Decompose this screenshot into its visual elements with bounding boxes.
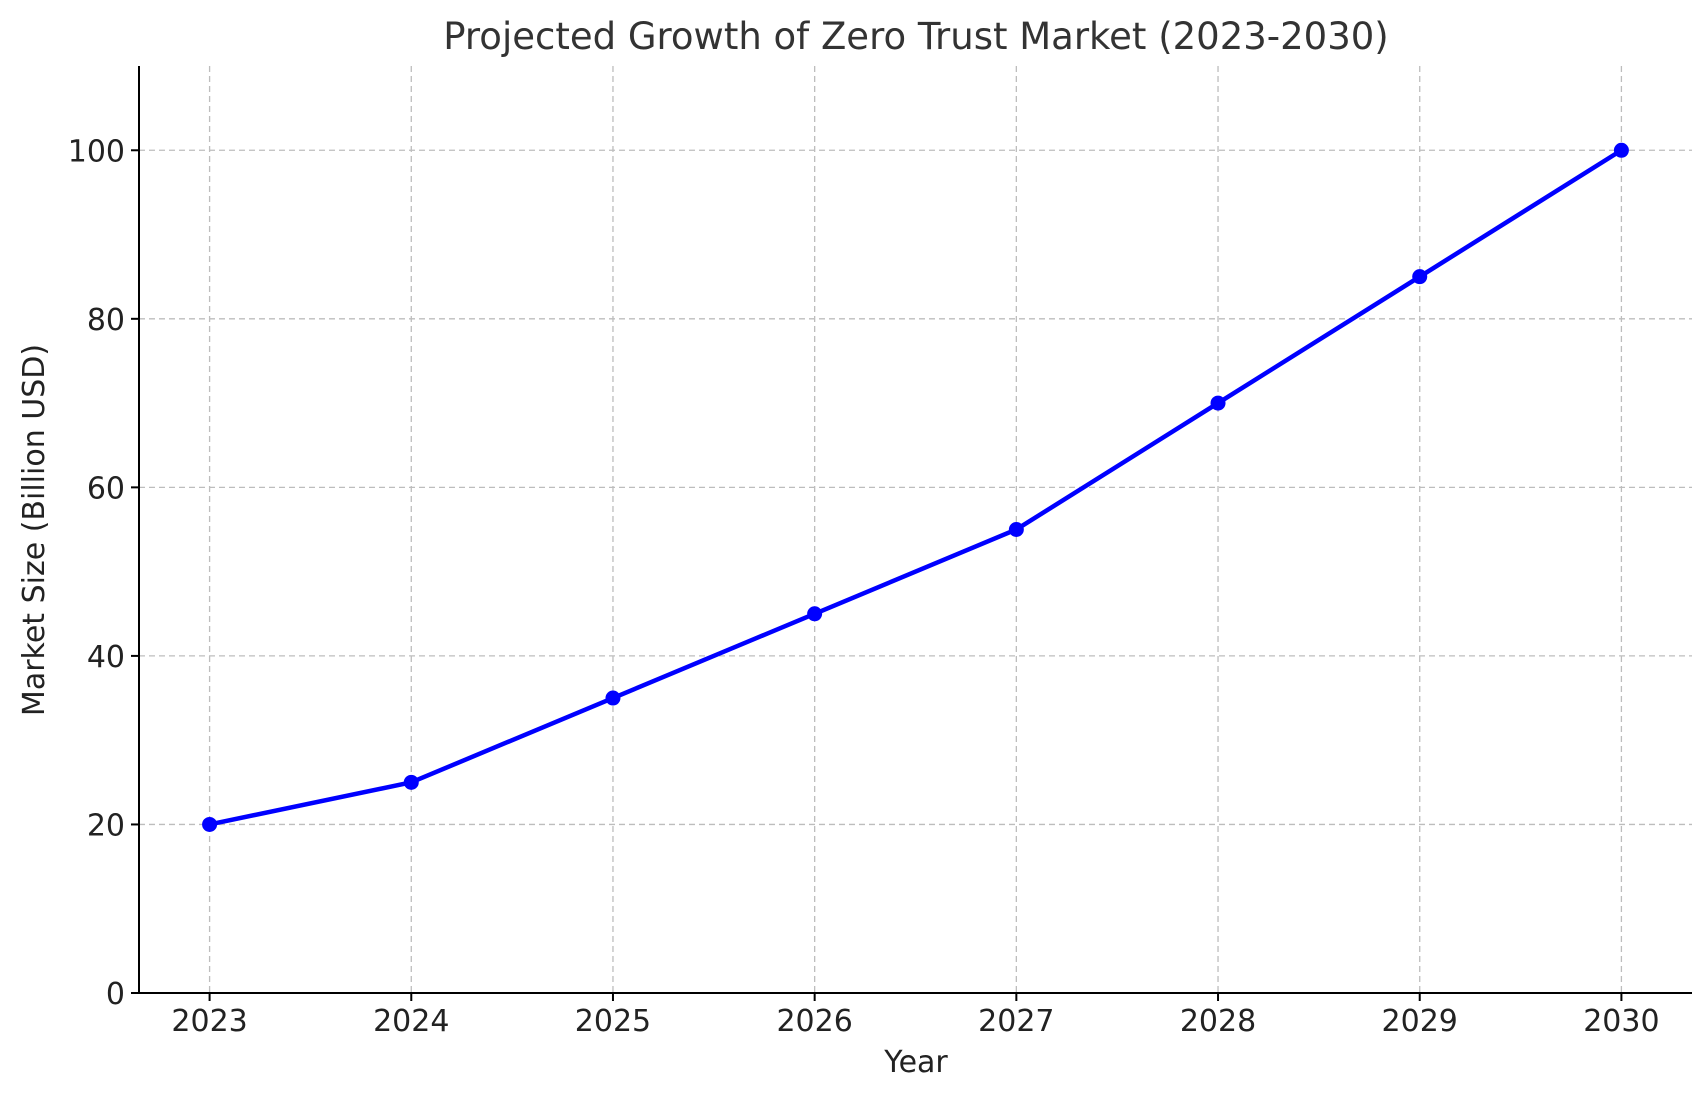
chart-title: Projected Growth of Zero Trust Market (2…	[443, 15, 1389, 58]
y-tick-label: 40	[87, 640, 125, 675]
data-point-2023	[202, 816, 218, 832]
series-line	[207, 148, 1624, 827]
data-point-2027	[1008, 522, 1024, 537]
x-tick-label: 2028	[1180, 1004, 1256, 1039]
data-point-2024	[403, 774, 419, 790]
y-tick-label: 80	[87, 303, 125, 338]
x-tick-label: 2029	[1382, 1004, 1458, 1039]
data-point-2030	[1613, 142, 1629, 158]
data-point-2026	[807, 606, 823, 622]
y-tick-label: 0	[106, 977, 125, 1012]
y-tick-label: 100	[68, 134, 125, 169]
data-point-2025	[605, 690, 621, 706]
y-tick-label: 20	[87, 808, 125, 843]
x-axis-label: Year	[883, 1045, 948, 1080]
x-tick-label: 2023	[171, 1004, 247, 1039]
x-tick-label: 2024	[373, 1004, 449, 1039]
x-tick-label: 2026	[776, 1004, 852, 1039]
data-point-2028	[1210, 395, 1226, 411]
x-tick-label: 2027	[978, 1004, 1054, 1039]
x-tick-label: 2030	[1583, 1004, 1659, 1039]
axes	[138, 66, 1692, 994]
y-tick-label: 60	[87, 471, 125, 506]
data-point-2029	[1412, 269, 1428, 285]
y-axis-label: Market Size (Billion USD)	[17, 344, 52, 716]
x-axis-ticks: 2023 2024 2025 2026 2027 2028 2029 2030	[171, 993, 1660, 1039]
y-axis-ticks: 0 20 40 60 80 100	[68, 134, 139, 1012]
x-tick-label: 2025	[575, 1004, 651, 1039]
series-group	[202, 142, 1629, 832]
